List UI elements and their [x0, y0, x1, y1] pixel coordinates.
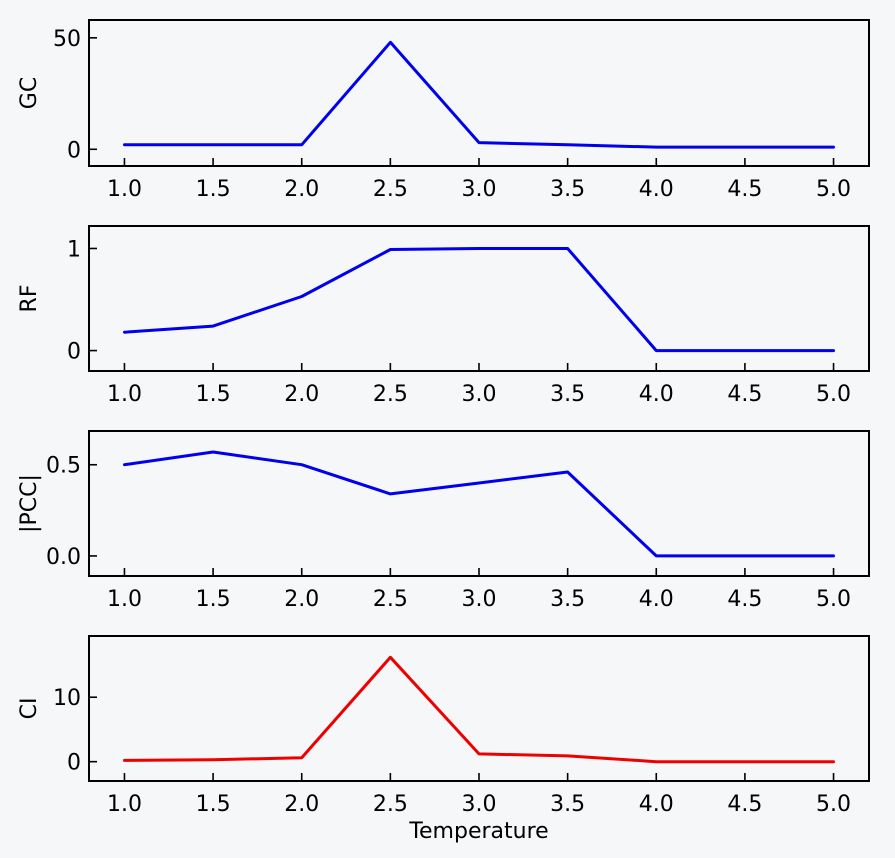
- x-tick-label: 1.5: [196, 792, 231, 817]
- x-tick-label: 4.0: [639, 792, 674, 817]
- x-tick-label: 4.5: [727, 792, 762, 817]
- x-tick-label: 2.0: [284, 382, 319, 407]
- x-tick-label: 1.0: [107, 382, 142, 407]
- x-tick-label: 3.5: [550, 177, 585, 202]
- y-tick-label: 50: [53, 27, 81, 52]
- subplot-2: 1.0 1.5 2.0 2.5 3.0 3.5 4.0 4.5 5.0 0 1 RF: [17, 225, 870, 407]
- x-tick-label: 4.0: [639, 382, 674, 407]
- series-line-1: [123, 450, 835, 558]
- x-tick-label: 3.5: [550, 382, 585, 407]
- x-tick-label: 2.0: [284, 587, 319, 612]
- y-axis-label: RF: [17, 285, 42, 313]
- x-tick-label: 2.5: [373, 792, 408, 817]
- x-tick-label: 4.5: [727, 177, 762, 202]
- x-tick-label: 5.0: [816, 587, 851, 612]
- y-axis-label: |PCC|: [17, 474, 42, 533]
- y-tick-label: 0: [67, 138, 81, 163]
- x-tick-label: 2.0: [284, 792, 319, 817]
- x-tick-label: 5.0: [816, 177, 851, 202]
- y-axis-label: CI: [17, 698, 42, 720]
- subplot-4: 1.0 1.5 2.0 2.5 3.0 3.5 4.0 4.5 5.0 0 10 CI Temperat…: [17, 635, 870, 844]
- y-tick-label: 0: [67, 340, 81, 365]
- y-axis-label: GC: [17, 77, 42, 109]
- x-tick-label: 2.5: [373, 177, 408, 202]
- x-tick-label: 2.0: [284, 177, 319, 202]
- x-tick-label: 1.0: [107, 792, 142, 817]
- axes-frame: [88, 19, 870, 167]
- x-tick-label: 1.5: [196, 177, 231, 202]
- x-tick-label: 2.5: [373, 382, 408, 407]
- axes-frame: [88, 430, 870, 577]
- x-tick-label: 1.0: [107, 587, 142, 612]
- series-line-1: [123, 247, 835, 353]
- x-tick-label: 3.0: [462, 587, 497, 612]
- subplot-3: 1.0 1.5 2.0 2.5 3.0 3.5 4.0 4.5 5.0 0.0 0.5|PCC|: [17, 430, 870, 612]
- x-tick-label: 2.5: [373, 587, 408, 612]
- x-tick-label: 3.5: [550, 792, 585, 817]
- x-tick-label: 5.0: [816, 792, 851, 817]
- x-axis-label: Temperature: [408, 819, 548, 844]
- y-tick-label: 0.0: [46, 545, 81, 570]
- y-tick-label: 0: [67, 751, 81, 776]
- x-tick-label: 4.5: [727, 587, 762, 612]
- series-line-1: [123, 655, 835, 764]
- x-tick-label: 4.0: [639, 177, 674, 202]
- x-tick-label: 4.0: [639, 587, 674, 612]
- y-tick-label: 1: [67, 237, 81, 262]
- y-tick-label: 10: [53, 686, 81, 711]
- x-tick-label: 3.0: [462, 792, 497, 817]
- x-tick-label: 1.5: [196, 382, 231, 407]
- x-tick-label: 1.5: [196, 587, 231, 612]
- x-tick-label: 4.5: [727, 382, 762, 407]
- subplot-1: 1.0 1.5 2.0 2.5 3.0 3.5 4.0 4.5 5.0 0 50 GC: [17, 19, 870, 202]
- x-tick-label: 1.0: [107, 177, 142, 202]
- series-line-1: [123, 40, 835, 149]
- axes-frame: [88, 225, 870, 372]
- x-tick-label: 3.0: [462, 177, 497, 202]
- y-tick-label: 0.5: [46, 454, 81, 479]
- x-tick-label: 3.5: [550, 587, 585, 612]
- x-tick-label: 5.0: [816, 382, 851, 407]
- x-tick-label: 3.0: [462, 382, 497, 407]
- axes-frame: [88, 635, 870, 782]
